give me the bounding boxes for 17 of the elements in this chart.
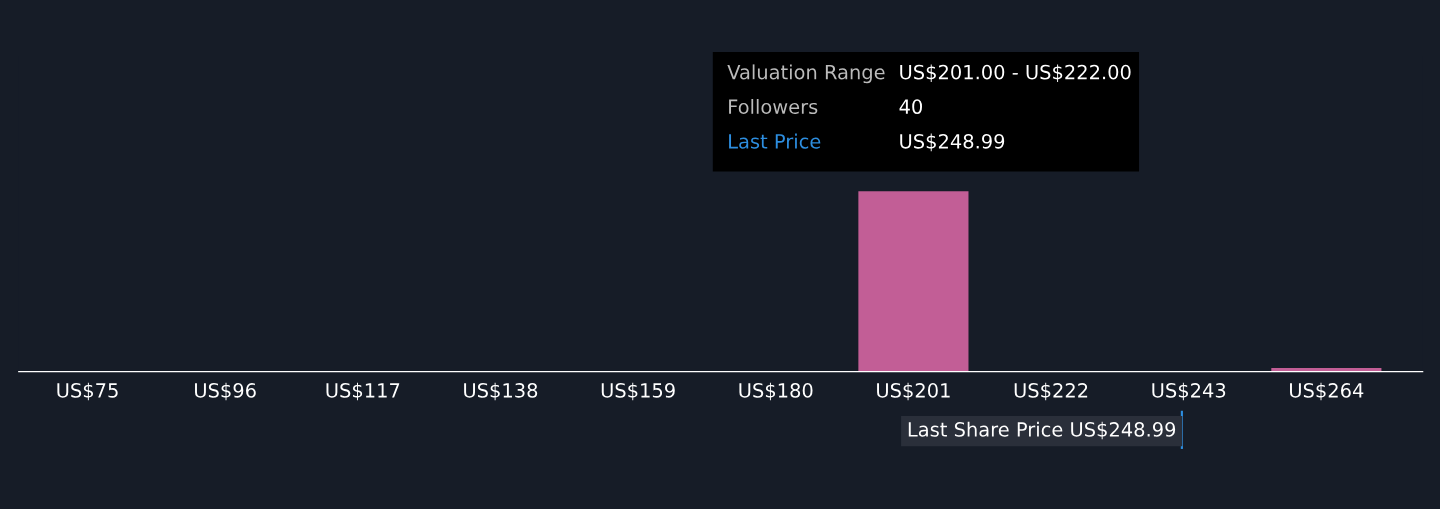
x-tick-label: US$117 bbox=[326, 382, 400, 401]
x-tick-label: US$180 bbox=[739, 382, 813, 401]
text: Followers bbox=[729, 99, 818, 115]
text: Last Share Price US$248.99 bbox=[908, 421, 1176, 440]
text: US$248.99 bbox=[900, 133, 1005, 152]
x-tick-label: US$243 bbox=[1152, 382, 1226, 401]
x-tick-label: US$96 bbox=[195, 382, 256, 401]
text: US$201.00 - US$222.00 bbox=[900, 64, 1131, 83]
x-tick-label: US$222 bbox=[1014, 382, 1088, 401]
x-tick-label: US$75 bbox=[57, 382, 118, 401]
x-tick-label: US$159 bbox=[601, 382, 675, 401]
text: Last Price bbox=[729, 133, 821, 149]
x-tick-label: US$138 bbox=[464, 382, 538, 401]
text: 40 bbox=[899, 99, 923, 115]
x-tick-label: US$264 bbox=[1290, 382, 1364, 401]
x-tick-label: US$201 bbox=[877, 382, 950, 401]
text: Valuation Range bbox=[727, 64, 885, 84]
